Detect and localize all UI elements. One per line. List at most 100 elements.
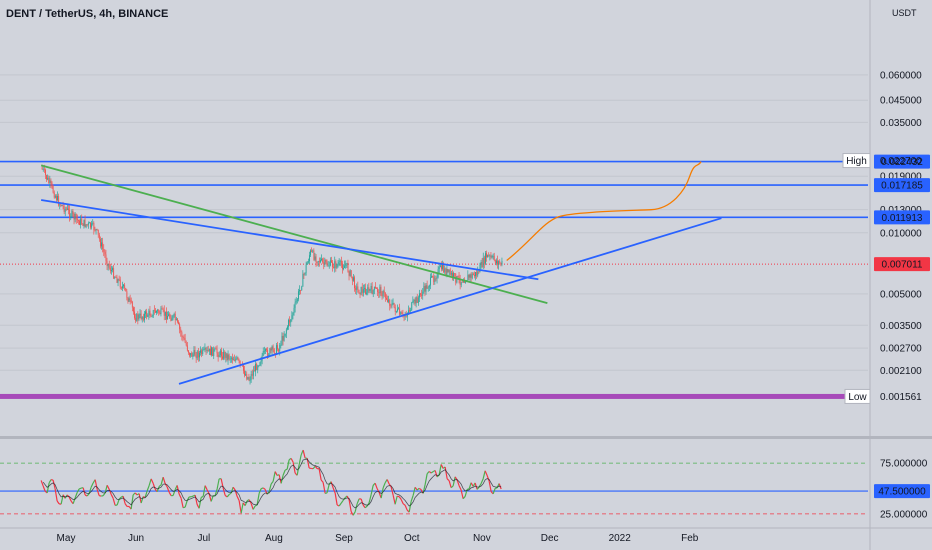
candle-body bbox=[313, 250, 315, 260]
rsi-segment bbox=[324, 492, 328, 495]
candle-body bbox=[297, 291, 299, 300]
candle-body bbox=[335, 261, 337, 268]
rsi-segment bbox=[394, 496, 398, 505]
candle-body bbox=[328, 265, 330, 267]
candle-body bbox=[118, 279, 120, 281]
candle-body bbox=[92, 222, 94, 224]
rsi-segment bbox=[148, 478, 152, 486]
rsi-segment bbox=[336, 504, 340, 507]
rsi-segment bbox=[352, 511, 356, 516]
candle-body bbox=[454, 273, 456, 275]
rsi-segment bbox=[240, 502, 244, 514]
candle-body bbox=[355, 288, 357, 290]
candle-body bbox=[352, 277, 354, 281]
candle-body bbox=[283, 335, 285, 341]
candle-body bbox=[235, 358, 237, 361]
candle-body bbox=[475, 272, 476, 277]
candle-body bbox=[90, 222, 91, 228]
rsi-segment bbox=[446, 478, 450, 482]
candle-body bbox=[95, 229, 97, 231]
candle-body bbox=[391, 303, 393, 306]
candle-body bbox=[338, 261, 340, 265]
candle-body bbox=[489, 255, 491, 257]
rsi-segment bbox=[130, 494, 134, 510]
rsi-segment bbox=[360, 498, 364, 506]
candle-body bbox=[363, 288, 365, 290]
candle-body bbox=[57, 196, 58, 201]
candle-body bbox=[88, 222, 90, 224]
candle-body bbox=[52, 186, 54, 193]
candle-body bbox=[358, 289, 360, 294]
time-tick-label: Dec bbox=[541, 533, 559, 544]
candle-body bbox=[465, 281, 467, 283]
candle-body bbox=[126, 291, 128, 298]
candle-body bbox=[480, 261, 482, 265]
candle-body bbox=[321, 258, 322, 261]
rsi-segment bbox=[160, 477, 164, 485]
candle-body bbox=[141, 316, 143, 319]
candle-body bbox=[271, 346, 273, 351]
candle-body bbox=[202, 349, 204, 355]
candle-body bbox=[306, 262, 308, 265]
candle-body bbox=[102, 242, 104, 249]
candle-body bbox=[134, 311, 135, 318]
candle-body bbox=[418, 293, 420, 298]
rsi-segment bbox=[84, 494, 88, 497]
candle-body bbox=[311, 250, 313, 252]
blue-upper-trendline bbox=[40, 199, 539, 281]
rsi-segment bbox=[326, 484, 330, 493]
candle-body bbox=[205, 348, 207, 351]
rsi-segment bbox=[252, 505, 256, 510]
rsi-segment bbox=[410, 495, 414, 502]
time-tick-label: May bbox=[57, 533, 76, 544]
candle-body bbox=[370, 286, 372, 290]
pane-separator bbox=[0, 436, 932, 439]
candle-body bbox=[460, 281, 462, 285]
rsi-segment bbox=[90, 482, 94, 488]
candle-body bbox=[230, 357, 232, 359]
candle-body bbox=[43, 169, 45, 171]
candle-body bbox=[226, 353, 228, 360]
candle-body bbox=[487, 254, 489, 258]
time-tick-label: Nov bbox=[473, 533, 491, 544]
candle-body bbox=[183, 337, 185, 339]
candle-body bbox=[279, 345, 281, 352]
rsi-segment bbox=[268, 483, 272, 492]
candle-body bbox=[284, 333, 286, 336]
rsi-segment bbox=[238, 500, 242, 514]
rsi-segment bbox=[134, 492, 138, 496]
rsi-segment bbox=[122, 496, 126, 504]
candle-body bbox=[79, 220, 80, 226]
candle-body bbox=[395, 311, 397, 312]
candle-body bbox=[294, 302, 296, 308]
candle-body bbox=[239, 360, 241, 365]
rsi-segment bbox=[458, 485, 462, 491]
candle-body bbox=[249, 379, 251, 381]
candle-body bbox=[85, 224, 87, 227]
rsi-segment bbox=[210, 495, 214, 502]
rsi-segment bbox=[390, 486, 394, 496]
candle-body bbox=[424, 286, 426, 292]
rsi-segment bbox=[76, 488, 80, 493]
candle-body bbox=[127, 297, 129, 302]
rsi-segment bbox=[104, 485, 108, 494]
candle-body bbox=[72, 210, 74, 214]
rsi-segment bbox=[214, 488, 218, 496]
candle-body bbox=[484, 253, 486, 264]
candle-body bbox=[435, 278, 437, 280]
candle-body bbox=[214, 348, 216, 350]
rsi-segment bbox=[434, 470, 438, 478]
time-tick-label: Sep bbox=[335, 533, 353, 544]
candle-body bbox=[389, 299, 391, 306]
candle-body bbox=[494, 260, 496, 264]
candle-body bbox=[142, 316, 144, 320]
candle-body bbox=[495, 260, 497, 264]
candle-body bbox=[73, 213, 75, 220]
rsi-segment bbox=[340, 500, 344, 504]
rsi-segment bbox=[168, 491, 172, 496]
candle-body bbox=[400, 312, 402, 315]
rsi-segment bbox=[448, 480, 452, 488]
candle-body bbox=[290, 319, 292, 323]
candle-body bbox=[378, 292, 380, 294]
